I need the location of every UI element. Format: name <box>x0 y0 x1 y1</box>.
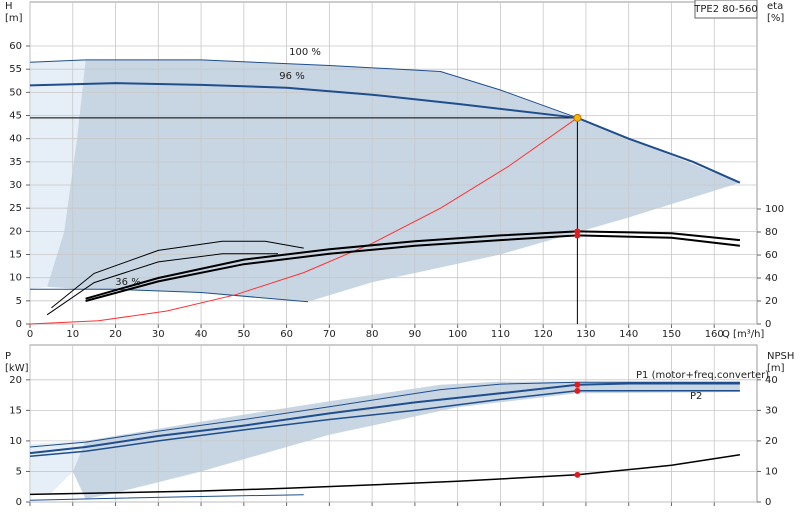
curve-label: 100 % <box>289 47 321 58</box>
y-tick-label: 0 <box>16 319 22 330</box>
x-tick-label: 130 <box>576 329 595 340</box>
y2-tick-label: 100 <box>765 204 784 215</box>
point-marker <box>574 232 581 239</box>
y2-axis-label: NPSH <box>767 351 794 362</box>
curve <box>29 382 740 455</box>
y-tick-label: 45 <box>9 111 22 122</box>
y2-tick-label: 20 <box>765 296 778 307</box>
curve <box>29 390 740 457</box>
y-tick-label: 15 <box>9 250 22 261</box>
curve <box>51 240 304 309</box>
y-tick-label: 35 <box>9 157 22 168</box>
point-marker <box>574 387 581 394</box>
y-tick-label: 40 <box>9 134 22 145</box>
x-tick-label: 140 <box>619 329 638 340</box>
y-axis-label: P <box>5 351 11 362</box>
x-tick-label: 110 <box>491 329 510 340</box>
y-tick-label: 50 <box>9 87 22 98</box>
y2-tick-label: 40 <box>765 375 778 386</box>
curve-label: P1 (motor+freq.converter) <box>636 370 769 381</box>
x-tick-label: 70 <box>323 329 336 340</box>
y-tick-label: 30 <box>9 180 22 191</box>
y-tick-label: 60 <box>9 41 22 52</box>
x-tick-label: 120 <box>534 329 553 340</box>
point-marker <box>574 471 581 478</box>
curve <box>85 234 741 302</box>
curve <box>29 82 741 184</box>
y-tick-label: 10 <box>9 436 22 447</box>
x-axis-label: Q [m³/h] <box>722 329 764 340</box>
curve <box>85 230 741 300</box>
duty-point <box>573 113 582 122</box>
curve <box>29 59 578 119</box>
operating-range <box>30 440 86 493</box>
y-tick-label: 25 <box>9 203 22 214</box>
curve-label: 36 % <box>115 277 140 288</box>
x-tick-label: 90 <box>409 329 422 340</box>
y-tick-label: 55 <box>9 64 22 75</box>
x-tick-label: 100 <box>448 329 467 340</box>
y-tick-label: 20 <box>9 226 22 237</box>
curve <box>29 494 304 501</box>
x-tick-label: 30 <box>152 329 165 340</box>
title-box <box>694 0 758 19</box>
y2-tick-label: 60 <box>765 250 778 261</box>
curve <box>29 453 741 496</box>
x-tick-label: 10 <box>66 329 79 340</box>
y2-tick-label: 80 <box>765 227 778 238</box>
y-tick-label: 0 <box>16 497 22 508</box>
y-tick-label: 10 <box>9 273 22 284</box>
y-tick-label: 20 <box>9 375 22 386</box>
y-tick-label: 5 <box>16 296 22 307</box>
x-tick-label: 0 <box>27 329 33 340</box>
curve <box>29 381 740 448</box>
curve <box>30 288 309 303</box>
y-tick-label: 5 <box>16 466 22 477</box>
y2-axis-label: eta <box>767 1 783 12</box>
y-axis-unit: [m] <box>5 13 23 24</box>
x-tick-label: 60 <box>280 329 293 340</box>
y2-tick-label: 20 <box>765 436 778 447</box>
curve-label: P2 <box>690 391 702 402</box>
curve <box>29 117 578 325</box>
y2-tick-label: 10 <box>765 466 778 477</box>
y2-tick-label: 30 <box>765 405 778 416</box>
curve-label: 96 % <box>279 71 304 82</box>
curve <box>46 253 278 316</box>
x-tick-label: 50 <box>237 329 250 340</box>
y2-tick-label: 0 <box>765 319 771 330</box>
x-tick-label: 40 <box>195 329 208 340</box>
y2-tick-label: 40 <box>765 273 778 284</box>
x-tick-label: 20 <box>109 329 122 340</box>
y2-axis-unit: [%] <box>767 13 784 24</box>
y-axis-unit: [kW] <box>5 363 29 374</box>
operating-range <box>30 59 86 290</box>
point-marker <box>574 381 581 388</box>
y2-tick-label: 0 <box>765 497 771 508</box>
y2-axis-unit: [m] <box>767 363 785 374</box>
chart-title: TPE2 80-560 <box>693 4 757 15</box>
y-axis-label: H <box>5 1 13 12</box>
y-tick-label: 15 <box>9 405 22 416</box>
x-tick-label: 80 <box>366 329 379 340</box>
x-tick-label: 160 <box>705 329 724 340</box>
operating-range <box>72 381 740 499</box>
x-tick-label: 150 <box>662 329 681 340</box>
